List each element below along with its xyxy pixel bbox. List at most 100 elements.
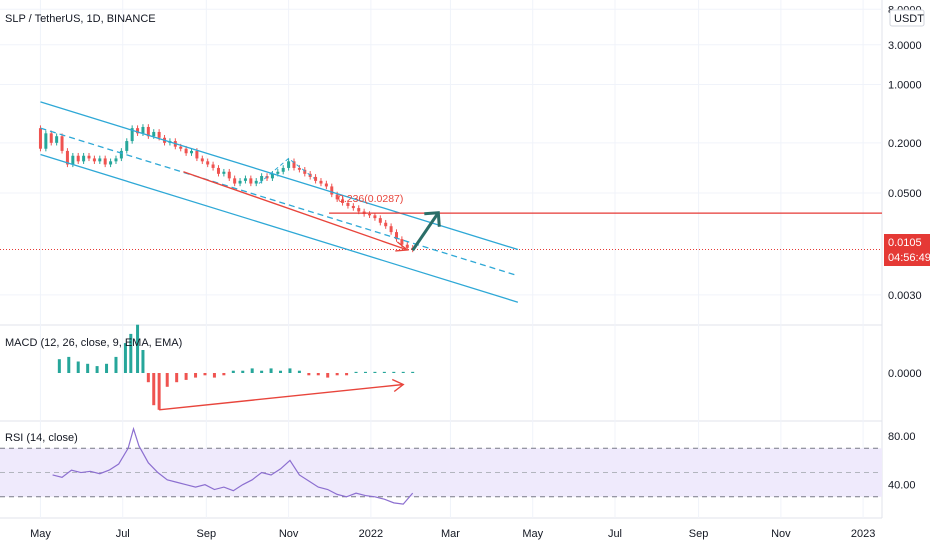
macd-bar [382, 371, 386, 373]
macd-bar [269, 368, 273, 373]
candle-body [335, 194, 339, 200]
macd-bar [354, 371, 358, 373]
candle-body [109, 161, 113, 165]
candle-body [270, 173, 274, 179]
macd-bar [335, 373, 339, 376]
axes: MayJulSepNov2022MarMayJulSepNov20238.000… [30, 4, 922, 540]
candle-body [114, 158, 118, 162]
candle-body [276, 171, 280, 174]
macd-bar [175, 373, 179, 383]
candle-body [49, 133, 53, 143]
macd-bar [194, 373, 198, 378]
candle-body [287, 161, 291, 168]
candle-body [216, 167, 220, 174]
up-target-arrow[interactable] [411, 211, 440, 252]
candle-body [184, 148, 188, 154]
current-price-label: 0.0105 [888, 237, 922, 249]
candle-body [141, 126, 145, 134]
current-price-badge [884, 234, 930, 266]
macd-bar [141, 350, 145, 373]
macd-histogram [57, 324, 415, 410]
candle-body [330, 186, 334, 195]
macd-bar [95, 366, 99, 373]
candle-body [389, 226, 393, 233]
macd-bar [157, 373, 161, 410]
y-tick-label: 0.2000 [888, 138, 922, 150]
macd-bar [105, 363, 109, 373]
candle-body [152, 131, 156, 137]
candle-body [351, 205, 355, 209]
candle-body [44, 133, 48, 149]
macd-bar [146, 373, 150, 383]
macd-bar [76, 361, 80, 373]
macd-bar [411, 371, 415, 373]
candle-body [98, 158, 102, 162]
currency-box[interactable] [889, 9, 925, 27]
candle-body [373, 215, 377, 219]
channel-middle-line[interactable] [40, 127, 519, 277]
candle-body [38, 128, 42, 149]
x-tick-label: Jul [116, 528, 130, 540]
grid [0, 0, 882, 518]
macd-bar [250, 368, 254, 373]
candle-body [324, 183, 328, 187]
macd-bar [345, 373, 349, 376]
candle-body [71, 155, 75, 165]
candle-body [82, 155, 86, 162]
candle-body [146, 126, 150, 137]
up-arrow-head [424, 211, 441, 227]
candle-body [195, 150, 199, 159]
candle-body [87, 155, 91, 159]
macd-tick-label: 0.0000 [888, 368, 922, 380]
candle-body [243, 178, 247, 181]
candle-body [227, 171, 231, 179]
candle-body [103, 158, 107, 165]
macd-bar [86, 363, 90, 373]
rsi-band [0, 447, 882, 498]
candle-body [119, 150, 123, 159]
macd-bar [401, 371, 405, 373]
macd-bar [136, 324, 140, 373]
x-tick-label: Jul [608, 528, 622, 540]
macd-bar [114, 356, 118, 373]
candle-body [136, 128, 140, 134]
candle-body [211, 164, 215, 168]
macd-divergence-arrow[interactable] [159, 383, 404, 411]
macd-title[interactable]: MACD (12, 26, close, 9, EMA, EMA) [5, 337, 182, 349]
y-tick-label: 0.0500 [888, 188, 922, 200]
macd-bar [297, 370, 301, 373]
candle-body [260, 176, 264, 181]
channel-lower-line[interactable] [40, 153, 519, 303]
candle-body [157, 131, 161, 138]
candle-body [405, 244, 409, 248]
x-tick-label: May [522, 528, 543, 540]
candle-body [238, 180, 242, 184]
candle-body [249, 178, 253, 184]
macd-bar [57, 359, 61, 373]
macd-bar [212, 373, 216, 378]
macd-bar [279, 370, 283, 373]
rsi-title[interactable]: RSI (14, close) [5, 432, 78, 444]
macd-bar [241, 370, 245, 373]
macd-bar [67, 356, 71, 373]
annotations[interactable] [159, 171, 882, 411]
rsi-polyline [52, 426, 414, 505]
macd-bar [184, 373, 188, 380]
macd-bar [363, 371, 367, 373]
macd-bar [222, 373, 226, 376]
symbol-header[interactable]: SLP / TetherUS, 1D, BINANCE [5, 13, 156, 25]
candle-body [222, 171, 226, 174]
candle-body [130, 128, 134, 142]
rsi-tick-label: 40.00 [888, 480, 916, 492]
candle-body [378, 218, 382, 223]
macd-bar [288, 368, 292, 373]
macd-bar [129, 333, 133, 373]
x-tick-label: Nov [771, 528, 791, 540]
down-arrow-head [395, 241, 410, 252]
candle-body [76, 155, 80, 162]
down-trend-arrow[interactable] [183, 171, 408, 251]
macd-bar [260, 370, 264, 373]
x-tick-label: May [30, 528, 51, 540]
macd-bar [392, 371, 396, 373]
